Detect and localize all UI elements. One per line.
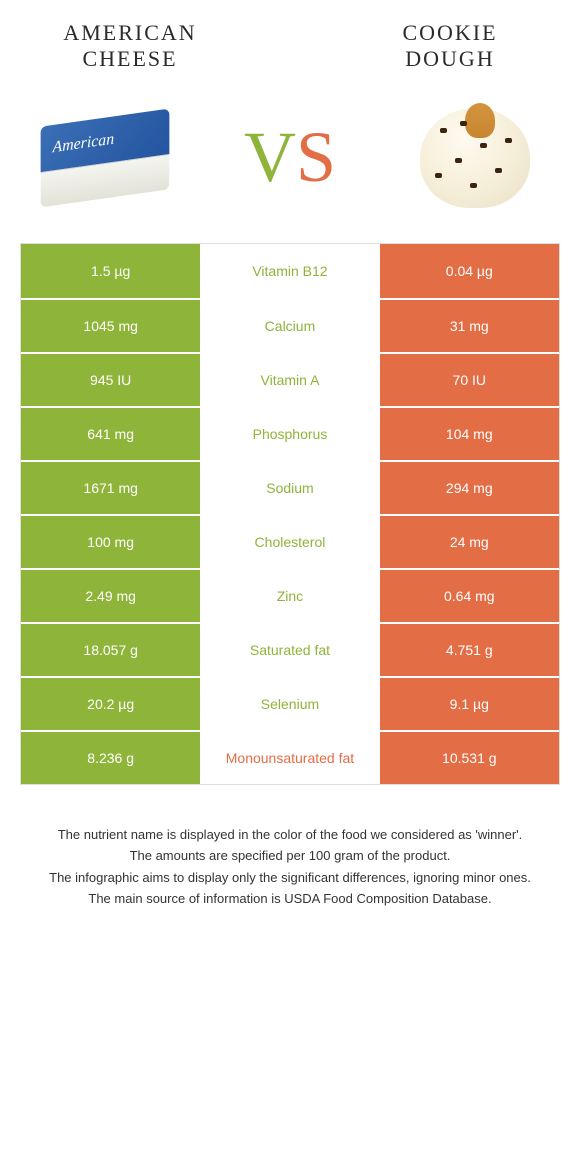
left-value: 18.057 g <box>21 622 200 676</box>
left-value: 1671 mg <box>21 460 200 514</box>
table-row: 100 mgCholesterol24 mg <box>21 514 559 568</box>
left-value: 2.49 mg <box>21 568 200 622</box>
header: American cheese Cookie dough <box>0 0 580 83</box>
table-row: 945 IUVitamin A70 IU <box>21 352 559 406</box>
right-value: 0.64 mg <box>380 568 559 622</box>
nutrient-label: Vitamin A <box>200 352 379 406</box>
table-row: 1671 mgSodium294 mg <box>21 460 559 514</box>
left-value: 945 IU <box>21 352 200 406</box>
footer-line: The amounts are specified per 100 gram o… <box>30 846 550 866</box>
vs-label: VS <box>244 116 336 199</box>
table-row: 1.5 µgVitamin B120.04 µg <box>21 244 559 298</box>
title-left: American cheese <box>40 20 220 73</box>
vs-v: V <box>244 117 296 197</box>
nutrient-label: Saturated fat <box>200 622 379 676</box>
nutrient-label: Phosphorus <box>200 406 379 460</box>
nutrient-label: Cholesterol <box>200 514 379 568</box>
comparison-table: 1.5 µgVitamin B120.04 µg1045 mgCalcium31… <box>20 243 560 785</box>
nutrient-label: Zinc <box>200 568 379 622</box>
footer-notes: The nutrient name is displayed in the co… <box>0 785 580 909</box>
table-row: 641 mgPhosphorus104 mg <box>21 406 559 460</box>
icecream-image <box>400 103 550 213</box>
right-value: 24 mg <box>380 514 559 568</box>
left-value: 100 mg <box>21 514 200 568</box>
table-row: 1045 mgCalcium31 mg <box>21 298 559 352</box>
vs-s: S <box>296 117 336 197</box>
footer-line: The infographic aims to display only the… <box>30 868 550 888</box>
cheese-image <box>30 103 180 213</box>
right-value: 31 mg <box>380 298 559 352</box>
right-value: 294 mg <box>380 460 559 514</box>
left-value: 1045 mg <box>21 298 200 352</box>
right-value: 10.531 g <box>380 730 559 784</box>
footer-line: The main source of information is USDA F… <box>30 889 550 909</box>
left-value: 641 mg <box>21 406 200 460</box>
left-value: 1.5 µg <box>21 244 200 298</box>
right-value: 0.04 µg <box>380 244 559 298</box>
nutrient-label: Calcium <box>200 298 379 352</box>
right-value: 104 mg <box>380 406 559 460</box>
footer-line: The nutrient name is displayed in the co… <box>30 825 550 845</box>
nutrient-label: Sodium <box>200 460 379 514</box>
right-value: 9.1 µg <box>380 676 559 730</box>
table-row: 20.2 µgSelenium9.1 µg <box>21 676 559 730</box>
nutrient-label: Vitamin B12 <box>200 244 379 298</box>
title-right: Cookie dough <box>360 20 540 73</box>
images-row: VS <box>0 83 580 243</box>
table-row: 8.236 gMonounsaturated fat10.531 g <box>21 730 559 784</box>
right-value: 4.751 g <box>380 622 559 676</box>
nutrient-label: Monounsaturated fat <box>200 730 379 784</box>
table-row: 18.057 gSaturated fat4.751 g <box>21 622 559 676</box>
nutrient-label: Selenium <box>200 676 379 730</box>
table-row: 2.49 mgZinc0.64 mg <box>21 568 559 622</box>
left-value: 20.2 µg <box>21 676 200 730</box>
left-value: 8.236 g <box>21 730 200 784</box>
right-value: 70 IU <box>380 352 559 406</box>
